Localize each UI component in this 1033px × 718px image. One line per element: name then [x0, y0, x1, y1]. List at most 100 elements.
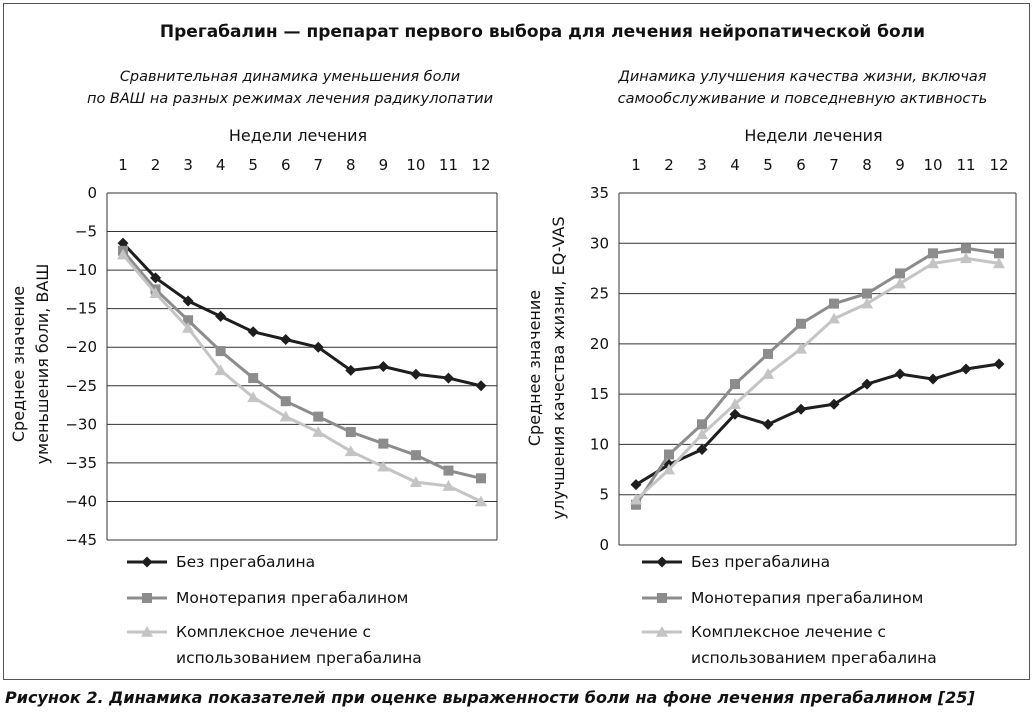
series-2-point	[280, 396, 291, 407]
series-2-point	[664, 449, 674, 460]
x-tick-label: 12	[471, 156, 490, 174]
legend-marker	[656, 556, 668, 568]
legend-label: использованием прегабалина	[176, 649, 422, 667]
series-1-point	[345, 364, 357, 376]
y-tick-label: −40	[65, 492, 97, 510]
y-tick-label: −25	[65, 377, 97, 395]
x-tick-label: 6	[281, 156, 291, 174]
chart-1: 0 −5 −10 −15 −20 −25 −30 −35 −40 −45 Недели лечени…	[9, 126, 498, 667]
y-tick-label: −5	[75, 223, 97, 241]
series-2-point	[476, 473, 486, 484]
series-1-point	[630, 479, 642, 491]
series-3-point	[729, 398, 741, 409]
x-tick-label: 5	[248, 156, 258, 174]
y-tick-label: −20	[65, 338, 97, 356]
legend-marker	[656, 626, 668, 637]
series-2-point	[443, 465, 454, 476]
series-3-line	[634, 256, 1000, 501]
y-tick-label: 30	[590, 234, 609, 252]
series-2-point	[829, 298, 839, 309]
series-3-point	[762, 368, 774, 379]
series-2-line	[121, 249, 482, 480]
x-tick-label: 10	[406, 156, 425, 174]
series-3-point	[182, 321, 195, 333]
series-3-point	[828, 312, 840, 324]
series-2-line	[634, 246, 1000, 506]
x-tick-label: 11	[956, 156, 975, 174]
y-tick-label: 35	[590, 184, 609, 202]
x-tick-label: 7	[829, 156, 839, 174]
series-1-point	[993, 358, 1005, 370]
series-3-point	[927, 257, 939, 269]
series-3-point	[312, 426, 325, 437]
left-chart-subtitle: Сравнительная динамика уменьшения боли п…	[70, 66, 510, 110]
y-axis-title: улучшения качества жизни, EQ-VAS	[549, 216, 568, 519]
series-1-point	[927, 373, 939, 385]
series-3-line	[121, 253, 482, 503]
x-tick-label: 5	[763, 156, 773, 174]
x-tick-label: 7	[313, 156, 323, 174]
series-2-point	[994, 248, 1004, 259]
legend-marker	[141, 556, 153, 568]
y-tick-label: 0	[599, 536, 609, 554]
legend-label: Монотерапия прегабалином	[691, 589, 923, 607]
series-3-point	[696, 428, 708, 440]
y-tick-label: 5	[599, 486, 609, 504]
series-2-point	[796, 318, 806, 329]
series-2-point	[730, 379, 740, 390]
figure-caption: Рисунок 2. Динамика показателей при оцен…	[5, 688, 975, 707]
y-tick-label: 15	[590, 385, 609, 403]
series-1-point	[247, 326, 259, 338]
x-tick-label: 1	[631, 156, 641, 174]
series-1-point	[696, 443, 708, 455]
x-axis-title: Недели лечения	[229, 126, 367, 145]
series-1-point	[442, 372, 454, 384]
legend-marker	[657, 593, 667, 603]
legend-label: Комплексное лечение с	[691, 623, 886, 641]
legend-marker	[141, 626, 153, 637]
series-1-point	[894, 368, 906, 380]
series-1-point	[795, 403, 807, 415]
series-1-point	[828, 398, 840, 410]
y-tick-label: −15	[65, 300, 97, 318]
series-2-point	[378, 438, 389, 449]
series-1-point	[312, 341, 324, 353]
series-2-point	[183, 315, 194, 326]
x-axis-title: Недели лечения	[744, 126, 882, 145]
series-3-point	[344, 445, 357, 457]
x-tick-label: 10	[923, 156, 942, 174]
series-3-point	[117, 248, 129, 260]
y-tick-label: −45	[65, 531, 97, 549]
x-tick-label: 2	[151, 156, 161, 174]
y-tick-label: −10	[65, 261, 97, 279]
x-tick-label: 4	[730, 156, 740, 174]
y-tick-label: −30	[65, 415, 97, 433]
y-tick-label: 0	[87, 184, 97, 202]
series-1-line	[635, 362, 1000, 486]
legend-label: Без прегабалина	[176, 553, 315, 571]
series-2-point	[215, 346, 226, 357]
y-tick-label: −35	[65, 454, 97, 472]
series-1-line	[121, 242, 482, 388]
legend-label: Монотерапия прегабалином	[176, 589, 408, 607]
series-2-point	[631, 499, 641, 510]
left-subtitle-line-1: Сравнительная динамика уменьшения боли	[119, 69, 461, 85]
series-3-point	[475, 495, 487, 507]
figure-title: Прегабалин — препарат первого выбора для…	[159, 22, 926, 42]
y-tick-label: 25	[590, 285, 609, 303]
series-3-point	[149, 287, 162, 299]
series-1-point	[762, 418, 774, 430]
x-tick-label: 9	[379, 156, 389, 174]
y-tick-label: 10	[590, 435, 609, 453]
series-2-point	[961, 243, 971, 254]
series-3-point	[377, 460, 390, 472]
y-axis-title: Среднее значение	[525, 290, 544, 446]
series-1-point	[182, 295, 194, 307]
x-tick-label: 2	[664, 156, 674, 174]
series-3-point	[214, 364, 227, 376]
series-3-point	[247, 391, 260, 403]
series-3-point	[795, 342, 807, 354]
series-1-point	[960, 363, 972, 375]
